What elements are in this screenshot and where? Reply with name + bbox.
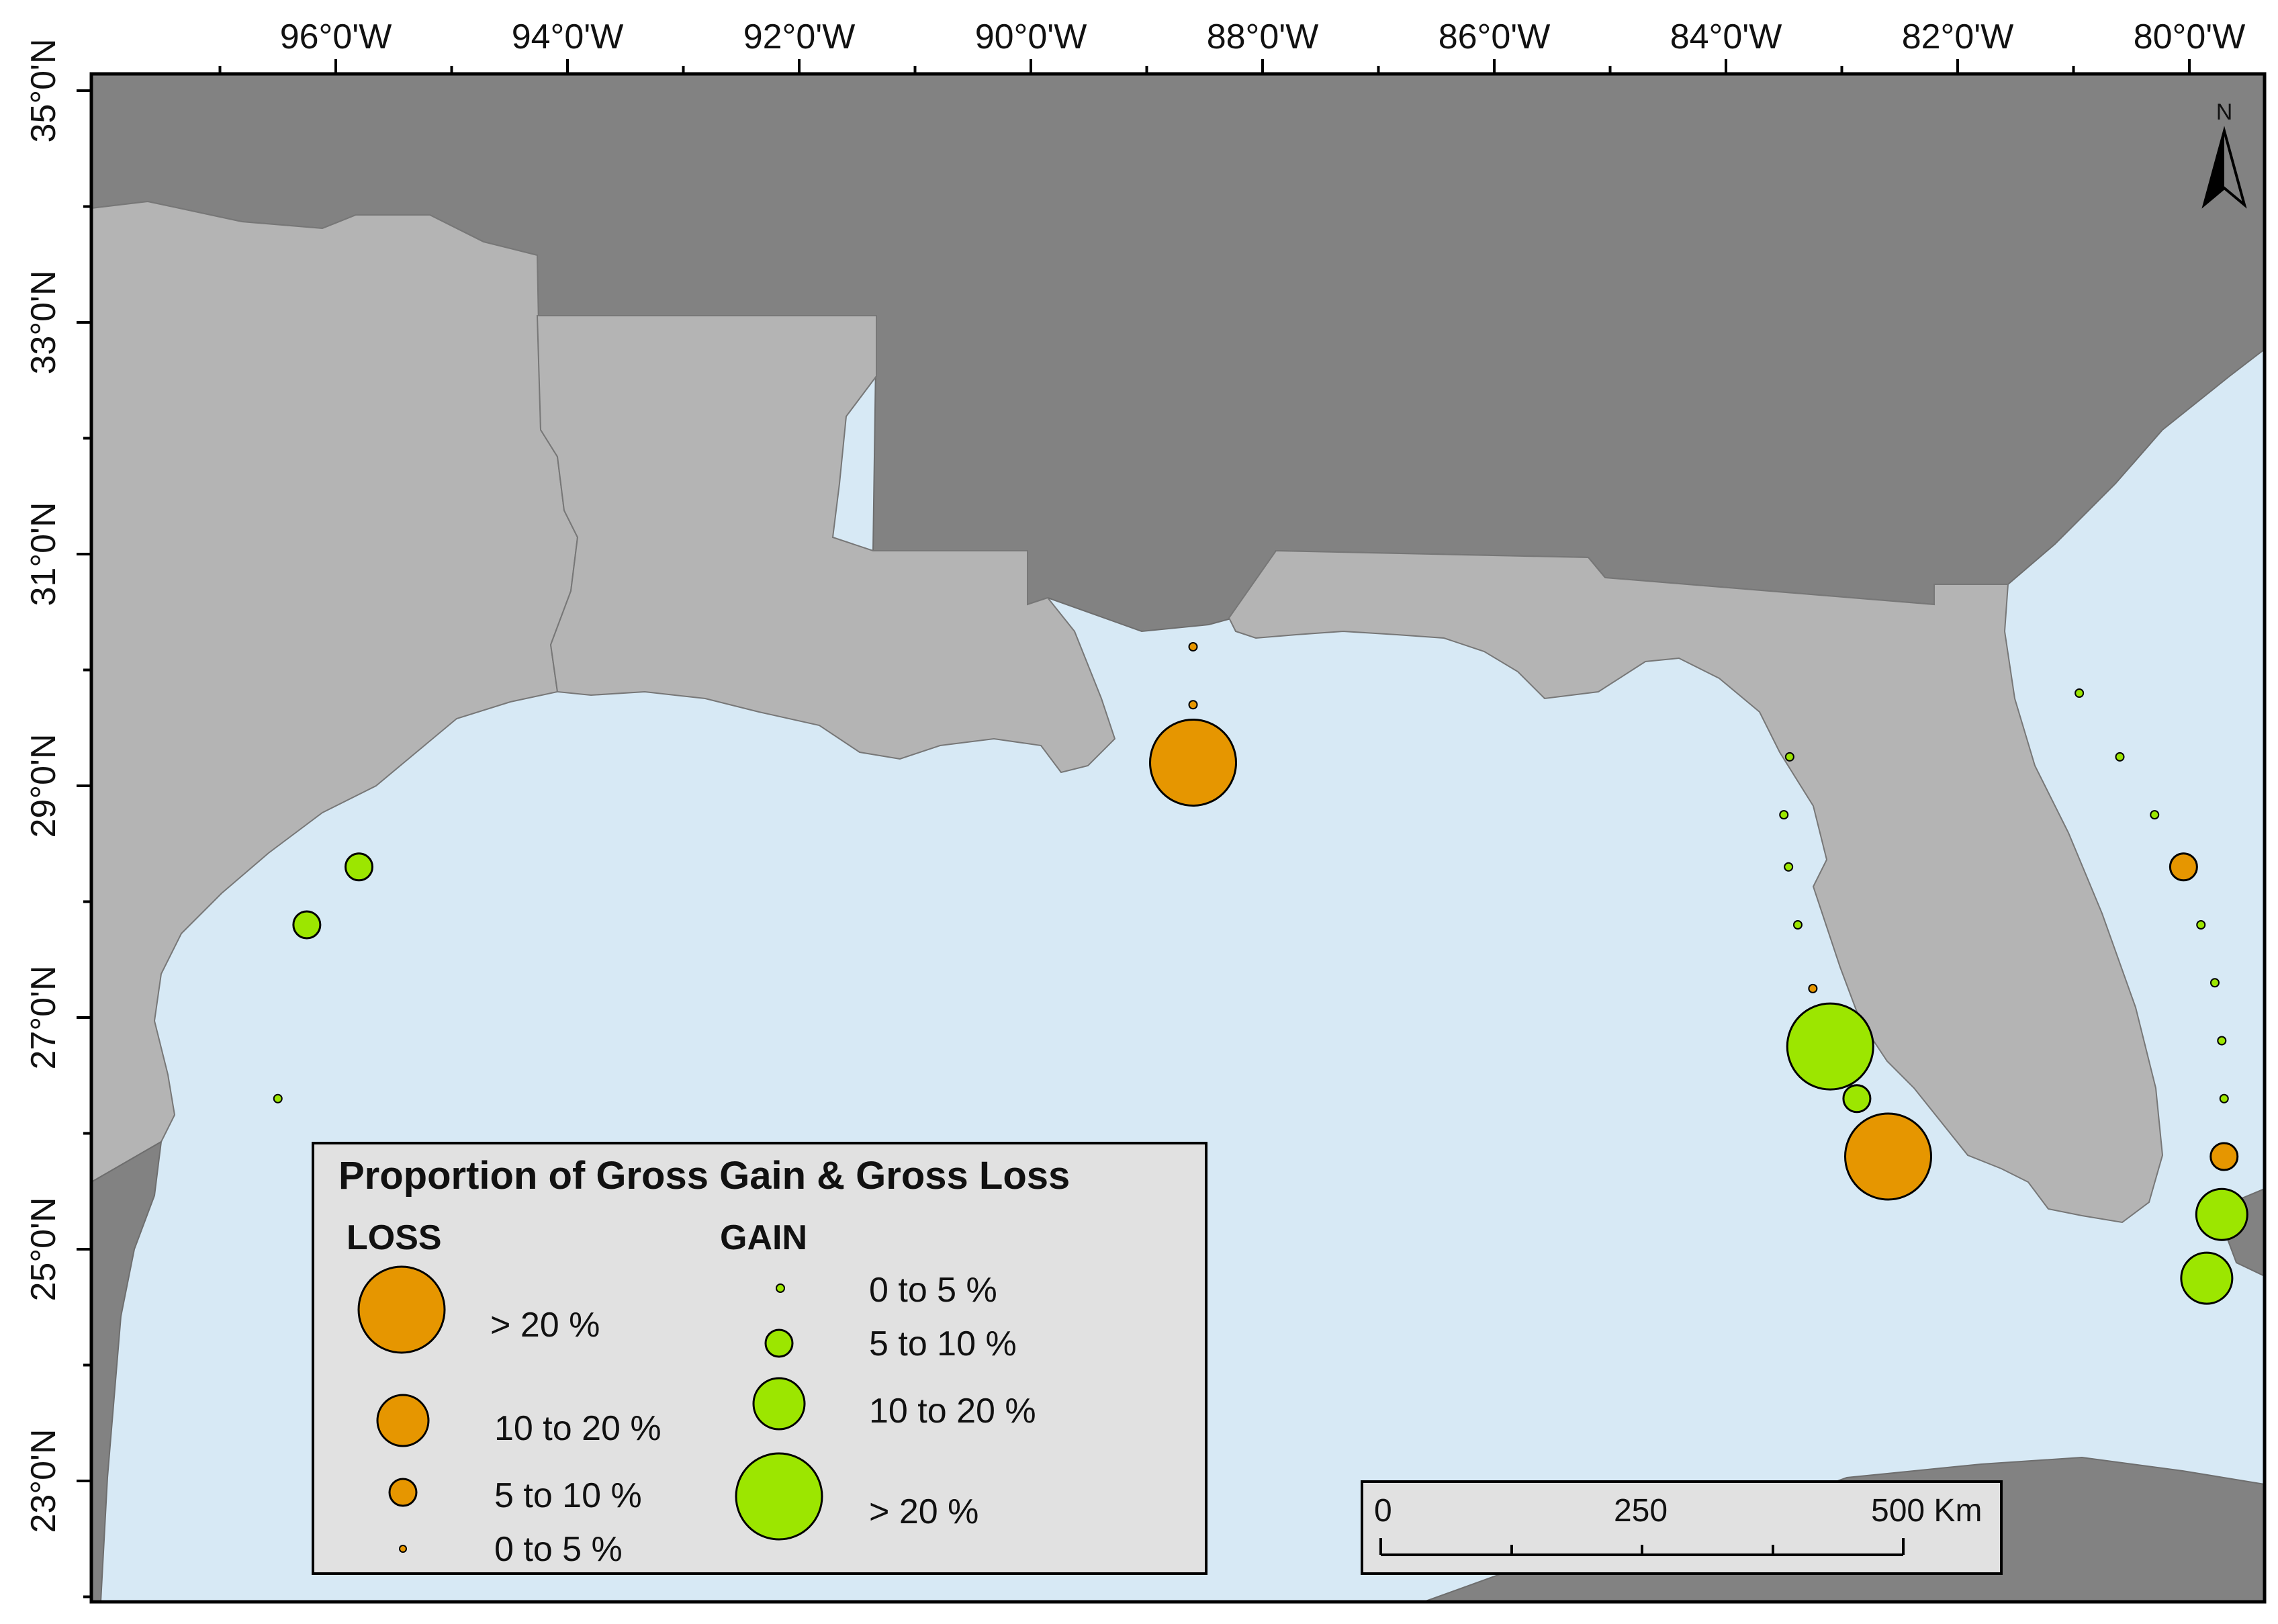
legend-gain-symbol-5-10: [764, 1328, 794, 1358]
latitude-label: 33°0'N: [24, 270, 63, 374]
longitude-label: 92°0'W: [743, 17, 856, 56]
legend-gain-symbol-10-20: [752, 1377, 806, 1431]
legend-gain-symbol-0-5: [776, 1283, 785, 1293]
latitude-label: 35°0'N: [24, 38, 63, 142]
longitude-label: 88°0'W: [1207, 17, 1319, 56]
gain-site-marker[interactable]: [2180, 1251, 2234, 1305]
gain-site-marker[interactable]: [1786, 1002, 1874, 1091]
legend-loss-header: LOSS: [347, 1218, 442, 1257]
land-mexico: [91, 1140, 163, 1602]
longitude-label: 86°0'W: [1439, 17, 1551, 56]
legend-title: Proportion of Gross Gain & Gross Loss: [338, 1154, 1070, 1198]
gain-site-marker[interactable]: [2195, 1187, 2248, 1241]
gain-site-marker[interactable]: [2217, 1036, 2227, 1046]
legend-gain-label: > 20 %: [869, 1492, 978, 1531]
longitude-label: 82°0'W: [1902, 17, 2014, 56]
gain-site-marker[interactable]: [2075, 688, 2085, 698]
gain-site-marker[interactable]: [2150, 810, 2160, 820]
gain-site-marker[interactable]: [1842, 1084, 1872, 1114]
gain-site-marker[interactable]: [292, 910, 322, 940]
longitude-labels: 96°0'W 94°0'W 92°0'W 90°0'W 88°0'W 86°0'…: [280, 17, 2246, 56]
gain-site-marker[interactable]: [345, 852, 373, 882]
gain-site-marker[interactable]: [1779, 810, 1789, 820]
latitude-label: 25°0'N: [24, 1197, 63, 1301]
legend-gain-label: 5 to 10 %: [869, 1324, 1017, 1363]
gain-site-marker[interactable]: [1784, 752, 1794, 762]
loss-site-marker[interactable]: [2209, 1142, 2239, 1171]
north-arrow-fill: [2204, 131, 2224, 205]
loss-site-marker[interactable]: [1188, 642, 1198, 651]
latitude-label: 23°0'N: [24, 1429, 63, 1533]
longitude-label: 94°0'W: [512, 17, 624, 56]
gain-site-marker[interactable]: [273, 1093, 283, 1103]
state-texas: [91, 200, 579, 1183]
legend-loss-symbol-5-10: [388, 1478, 418, 1507]
legend-loss-label: 5 to 10 %: [494, 1476, 642, 1515]
state-florida: [1228, 549, 2164, 1224]
legend-loss-symbol-10-20: [376, 1394, 430, 1447]
gain-site-marker[interactable]: [2196, 920, 2206, 930]
latitude-label: 31°0'N: [24, 502, 63, 606]
north-arrow: N: [2201, 99, 2247, 209]
gain-site-marker[interactable]: [1784, 862, 1794, 872]
legend-gain-label: 0 to 5 %: [869, 1271, 997, 1310]
legend-loss-symbol-0-5: [399, 1545, 407, 1553]
scale-bar: 0 250 500 Km: [1361, 1480, 2003, 1575]
scale-label: 0: [1374, 1493, 1392, 1529]
legend-loss-label: 10 to 20 %: [494, 1409, 662, 1448]
north-arrow-label: N: [2216, 99, 2233, 125]
state-louisiana: [536, 315, 1116, 774]
legend-gain-header: GAIN: [720, 1218, 807, 1257]
graticule-ticks: [77, 59, 2191, 1598]
loss-site-marker[interactable]: [1808, 983, 1818, 993]
longitude-label: 96°0'W: [280, 17, 392, 56]
longitude-label: 84°0'W: [1670, 17, 1782, 56]
site-markers: [273, 642, 2248, 1305]
loss-site-marker[interactable]: [1188, 700, 1198, 710]
map-frame: [89, 72, 2267, 1604]
gain-site-marker[interactable]: [1792, 920, 1803, 930]
legend: Proportion of Gross Gain & Gross Loss LO…: [312, 1142, 1208, 1575]
scale-label: 500 Km: [1871, 1493, 1982, 1529]
longitude-label: 90°0'W: [975, 17, 1087, 56]
legend-gain-symbol-gt20: [735, 1452, 823, 1541]
loss-site-marker[interactable]: [1844, 1112, 1932, 1201]
gain-site-marker[interactable]: [2209, 978, 2220, 988]
scale-label: 250: [1614, 1493, 1668, 1529]
gain-site-marker[interactable]: [2115, 752, 2125, 762]
legend-loss-symbol-gt20: [357, 1265, 446, 1354]
loss-site-marker[interactable]: [1149, 719, 1237, 807]
scale-bar-box: [1361, 1480, 2003, 1575]
legend-gain-label: 10 to 20 %: [869, 1392, 1036, 1431]
latitude-label: 27°0'N: [24, 965, 63, 1069]
scale-bar-line: [1379, 1538, 1905, 1556]
gain-site-marker[interactable]: [2219, 1093, 2229, 1103]
latitude-label: 29°0'N: [24, 733, 63, 838]
loss-site-marker[interactable]: [2169, 852, 2198, 882]
latitude-labels: 35°0'N 33°0'N 31°0'N 29°0'N 27°0'N 25°0'…: [24, 38, 63, 1533]
legend-loss-label: > 20 %: [490, 1306, 600, 1345]
legend-loss-label: 0 to 5 %: [494, 1530, 623, 1569]
longitude-label: 80°0'W: [2134, 17, 2246, 56]
